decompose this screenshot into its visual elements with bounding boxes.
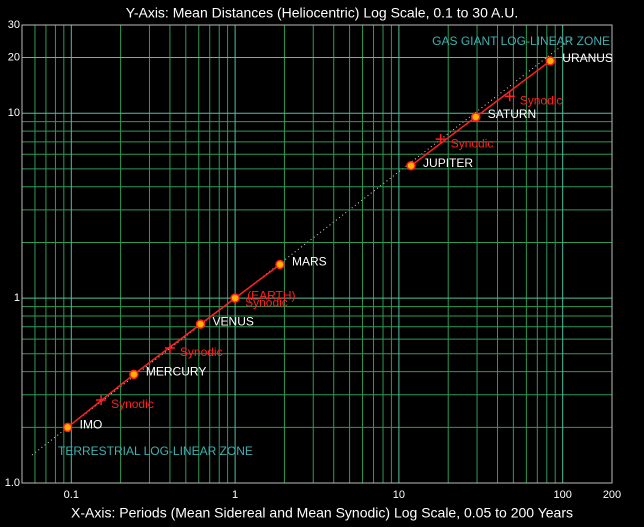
synodic-label: Synodic (111, 397, 154, 411)
synodic-marker (96, 395, 107, 406)
planet-label: (EARTH) (247, 288, 295, 302)
zone-label: TERRESTRIAL LOG-LINEAR ZONE (58, 444, 253, 458)
synodic-marker (504, 91, 515, 102)
planet-marker (195, 319, 206, 329)
planet-label: MARS (292, 255, 327, 269)
x-tick-label: 200 (603, 489, 621, 501)
y-tick-label: 20 (8, 51, 20, 63)
x-tick-label: 1 (232, 489, 238, 501)
zone-label: GAS GIANT LOG-LINEAR ZONE (432, 34, 610, 48)
synodic-label: Synodic (451, 136, 494, 150)
synodic-label: Synodic (180, 345, 223, 359)
planet-label: MERCURY (146, 365, 206, 379)
planet-marker (406, 160, 416, 171)
trend-line (31, 37, 573, 456)
plot-frame (21, 24, 613, 484)
x-tick-label: 100 (554, 489, 572, 501)
planet-marker (230, 293, 240, 303)
y-tick-label: 1 (14, 292, 20, 304)
x-axis-label: X-Axis: Periods (Mean Sidereal and Mean … (71, 505, 573, 521)
synodic-label: Synodic (245, 295, 288, 309)
planet-label: URANUS (562, 51, 613, 65)
synodic-label: Synodic (520, 93, 563, 107)
planet-marker (129, 369, 139, 380)
x-tick-label: 10 (393, 489, 405, 501)
planet-label: IMO (80, 418, 103, 432)
y-tick-label: 30 (8, 19, 20, 31)
x-tick-label: 0.1 (64, 489, 79, 501)
planet-label: JUPITER (423, 156, 473, 170)
planet-marker (545, 56, 556, 66)
synodic-marker (164, 343, 175, 354)
planet-label: VENUS (213, 314, 254, 328)
y-tick-label: 10 (8, 107, 20, 119)
chart-title: Y-Axis: Mean Distances (Heliocentric) Lo… (126, 5, 518, 21)
synodic-marker (435, 134, 446, 145)
planet-label: SATURN (488, 107, 536, 121)
y-tick-label: 1.0 (5, 477, 20, 489)
planet-marker (275, 259, 285, 270)
planet-marker (471, 112, 481, 122)
planet-marker (62, 422, 73, 433)
